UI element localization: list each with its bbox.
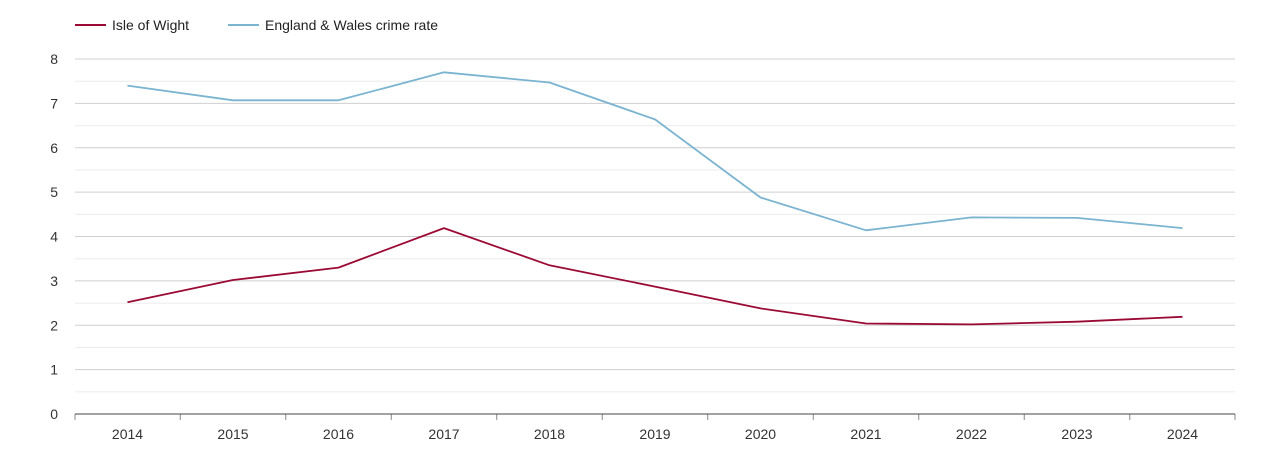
y-tick-label: 7 <box>50 95 58 111</box>
y-tick-label: 4 <box>50 229 58 245</box>
x-tick-label: 2020 <box>745 426 776 442</box>
x-tick-label: 2016 <box>323 426 354 442</box>
x-tick-label: 2022 <box>956 426 987 442</box>
y-tick-label: 6 <box>50 140 58 156</box>
gridlines <box>75 58 1235 393</box>
y-tick-label: 1 <box>50 362 58 378</box>
legend-item-isle-of-wight[interactable]: Isle of Wight <box>75 17 189 33</box>
y-tick-label: 8 <box>50 51 58 67</box>
x-axis: 2014 2015 2016 2017 2018 2019 2020 2021 2022 2023… <box>74 414 1236 442</box>
y-tick-label: 2 <box>50 317 58 333</box>
y-tick-label: 5 <box>50 184 58 200</box>
x-tick-label: 2017 <box>428 426 459 442</box>
y-axis: 0 1 2 3 4 5 6 7 8 <box>50 51 58 422</box>
series-line-isle-of-wight <box>127 227 1183 326</box>
legend: Isle of Wight England & Wales crime rate <box>75 17 438 33</box>
series-line-england-wales-crime-rate <box>127 71 1183 232</box>
x-tick-label: 2018 <box>534 426 565 442</box>
legend-label-isle-of-wight: Isle of Wight <box>112 17 189 33</box>
x-tick-label: 2024 <box>1167 426 1198 442</box>
x-tick-label: 2019 <box>639 426 670 442</box>
x-tick-label: 2014 <box>112 426 143 442</box>
y-tick-label: 0 <box>50 406 58 422</box>
legend-label-england-wales: England & Wales crime rate <box>265 17 438 33</box>
x-tick-label: 2023 <box>1061 426 1092 442</box>
x-tick-label: 2021 <box>850 426 881 442</box>
legend-item-england-wales[interactable]: England & Wales crime rate <box>228 17 438 33</box>
y-tick-label: 3 <box>50 273 58 289</box>
x-tick-label: 2015 <box>217 426 248 442</box>
series-lines <box>127 71 1183 326</box>
